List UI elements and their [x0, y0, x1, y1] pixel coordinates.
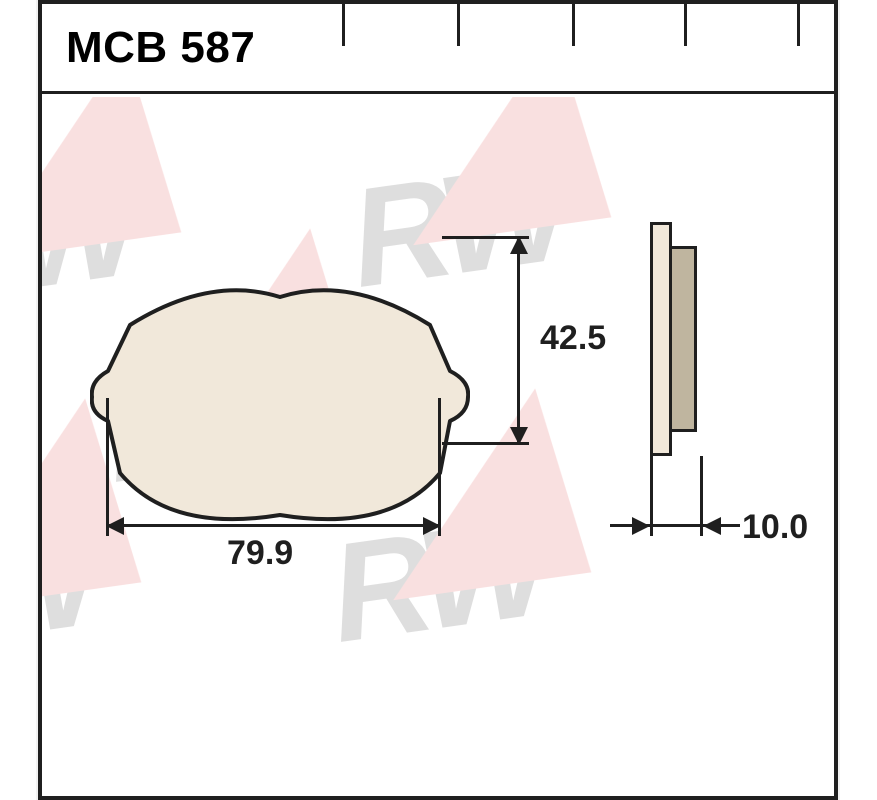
diagram-page: MCB 587 RWRWRWRWRW 79.9 42.5	[38, 0, 838, 800]
watermark-triangle-icon	[387, 97, 611, 245]
header-tick	[457, 4, 460, 46]
diagram-canvas: RWRWRWRWRW 79.9 42.5	[42, 97, 834, 796]
dim-thick-label: 10.0	[742, 508, 808, 547]
watermark-logo: RW	[387, 97, 617, 287]
product-title: MCB 587	[42, 23, 255, 73]
header-tick	[684, 4, 687, 46]
brake-pad-front-view	[90, 285, 470, 545]
dim-height-label: 42.5	[540, 319, 606, 358]
dim-width-line	[106, 524, 438, 527]
dim-width-arrow-l	[106, 517, 124, 535]
dim-width-ext-left	[106, 398, 109, 536]
header-tick	[572, 4, 575, 46]
watermark-logo: RW	[42, 97, 187, 302]
header-bar: MCB 587	[42, 4, 834, 94]
dim-height-arrow-b	[510, 427, 528, 445]
watermark-text: RW	[344, 148, 617, 295]
brake-pad-side-material	[669, 246, 697, 432]
header-tick	[797, 4, 800, 46]
dim-width-ext-right	[438, 398, 441, 536]
header-tick	[342, 4, 345, 46]
dim-height-arrow-t	[510, 236, 528, 254]
watermark-triangle-icon	[42, 97, 181, 260]
dim-width-label: 79.9	[227, 534, 293, 573]
dim-thick-arrow-r	[703, 517, 721, 535]
dim-width-arrow-r	[423, 517, 441, 535]
dim-height-line	[517, 236, 520, 442]
dim-thick-arrow-l	[632, 517, 650, 535]
